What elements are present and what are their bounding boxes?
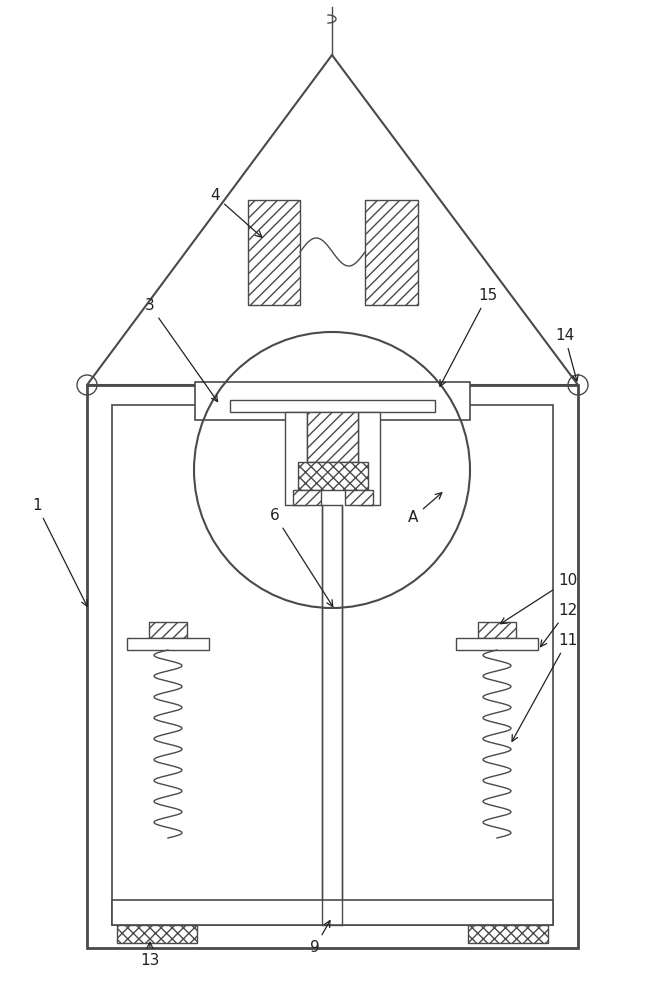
Bar	[365, 200, 418, 305]
Text: 6: 6	[270, 508, 332, 606]
Text: A: A	[408, 493, 442, 525]
Bar	[293, 490, 321, 505]
Bar	[456, 638, 538, 650]
Text: 11: 11	[512, 633, 577, 741]
Bar	[307, 412, 358, 462]
Text: 13: 13	[140, 942, 160, 968]
Bar	[112, 405, 553, 925]
Bar	[117, 925, 197, 943]
Bar	[478, 622, 516, 638]
Text: 10: 10	[501, 573, 577, 624]
Text: 15: 15	[440, 288, 497, 386]
Bar	[87, 385, 578, 948]
Bar	[149, 622, 187, 638]
Bar	[285, 412, 307, 505]
Text: 12: 12	[541, 603, 577, 647]
Text: 4: 4	[210, 188, 262, 237]
Bar	[345, 490, 373, 505]
Bar	[127, 638, 209, 650]
Bar	[230, 400, 435, 412]
Text: 1: 1	[32, 498, 87, 606]
Text: 14: 14	[555, 328, 579, 381]
Bar	[468, 925, 548, 943]
Text: 3: 3	[145, 298, 217, 402]
Bar	[358, 412, 380, 505]
Bar	[322, 505, 342, 925]
Bar	[112, 900, 553, 925]
Text: 9: 9	[310, 921, 330, 955]
Bar	[248, 200, 300, 305]
Bar	[195, 382, 470, 420]
Bar	[298, 462, 368, 490]
